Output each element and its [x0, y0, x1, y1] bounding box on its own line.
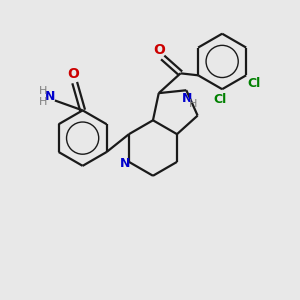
Text: N: N	[45, 90, 55, 103]
Text: H: H	[39, 85, 47, 96]
Text: N: N	[182, 92, 193, 105]
Text: N: N	[120, 158, 130, 170]
Text: H: H	[39, 98, 47, 107]
Text: Cl: Cl	[248, 77, 261, 90]
Text: Cl: Cl	[214, 93, 227, 106]
Text: H: H	[189, 99, 197, 109]
Text: O: O	[153, 43, 165, 57]
Text: O: O	[67, 67, 79, 81]
